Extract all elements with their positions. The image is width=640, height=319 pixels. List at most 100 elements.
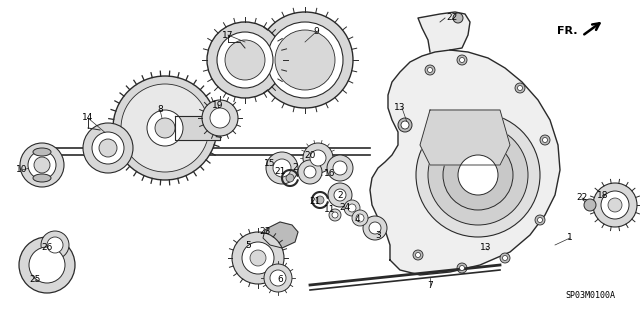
Text: 16: 16: [324, 168, 336, 177]
Circle shape: [543, 137, 547, 143]
Circle shape: [267, 22, 343, 98]
Text: 2: 2: [337, 190, 343, 199]
Circle shape: [303, 143, 333, 173]
Polygon shape: [420, 110, 510, 165]
Circle shape: [369, 222, 381, 234]
Circle shape: [242, 242, 274, 274]
Text: 6: 6: [277, 276, 283, 285]
Circle shape: [328, 183, 352, 207]
Polygon shape: [263, 222, 298, 248]
Circle shape: [298, 160, 322, 184]
Circle shape: [415, 253, 420, 257]
Circle shape: [584, 199, 596, 211]
Text: 2: 2: [292, 164, 298, 173]
Circle shape: [41, 231, 69, 259]
Circle shape: [453, 13, 463, 23]
Polygon shape: [175, 116, 220, 140]
Circle shape: [348, 204, 356, 212]
Circle shape: [250, 250, 266, 266]
Text: 4: 4: [354, 216, 360, 225]
Circle shape: [28, 151, 56, 179]
Polygon shape: [175, 116, 220, 140]
Circle shape: [425, 65, 435, 75]
Circle shape: [428, 125, 528, 225]
Text: 25: 25: [29, 276, 41, 285]
Text: 7: 7: [427, 280, 433, 290]
Text: 19: 19: [212, 100, 224, 109]
Circle shape: [257, 12, 353, 108]
Text: 1: 1: [567, 234, 573, 242]
Circle shape: [113, 76, 217, 180]
Circle shape: [207, 22, 283, 98]
Circle shape: [608, 198, 622, 212]
Circle shape: [333, 161, 347, 175]
Circle shape: [147, 110, 183, 146]
Circle shape: [535, 215, 545, 225]
Text: 22: 22: [577, 194, 588, 203]
Circle shape: [316, 196, 324, 204]
Circle shape: [356, 214, 364, 222]
Circle shape: [458, 155, 498, 195]
Circle shape: [217, 32, 273, 88]
Ellipse shape: [33, 148, 51, 156]
Circle shape: [443, 140, 513, 210]
Text: 3: 3: [375, 231, 381, 240]
Text: 26: 26: [42, 243, 52, 253]
Text: 21: 21: [309, 197, 321, 206]
Text: 20: 20: [304, 151, 316, 160]
Circle shape: [270, 270, 286, 286]
Circle shape: [34, 157, 50, 173]
Circle shape: [310, 150, 326, 166]
Circle shape: [401, 121, 409, 129]
Circle shape: [460, 57, 465, 63]
Circle shape: [457, 263, 467, 273]
Circle shape: [47, 237, 63, 253]
Circle shape: [352, 210, 368, 226]
Circle shape: [416, 113, 540, 237]
Circle shape: [593, 183, 637, 227]
Circle shape: [457, 55, 467, 65]
Text: 5: 5: [245, 241, 251, 250]
Circle shape: [334, 189, 346, 201]
Text: SP03M0100A: SP03M0100A: [565, 291, 615, 300]
Circle shape: [99, 139, 117, 157]
Circle shape: [155, 118, 175, 138]
Circle shape: [344, 200, 360, 216]
Text: 23: 23: [259, 227, 271, 236]
Circle shape: [332, 212, 338, 218]
Text: 17: 17: [222, 31, 234, 40]
Circle shape: [413, 250, 423, 260]
Circle shape: [515, 83, 525, 93]
Circle shape: [83, 123, 133, 173]
Circle shape: [329, 209, 341, 221]
Text: 21: 21: [275, 167, 285, 176]
Circle shape: [232, 232, 284, 284]
Circle shape: [121, 84, 209, 172]
Circle shape: [601, 191, 629, 219]
Text: 13: 13: [394, 103, 406, 113]
Circle shape: [500, 253, 510, 263]
Circle shape: [286, 174, 294, 182]
Circle shape: [225, 40, 265, 80]
Circle shape: [202, 100, 238, 136]
Circle shape: [19, 237, 75, 293]
Circle shape: [275, 30, 335, 90]
Circle shape: [540, 135, 550, 145]
Text: FR.: FR.: [557, 26, 577, 36]
Circle shape: [29, 247, 65, 283]
Circle shape: [518, 85, 522, 91]
Circle shape: [398, 118, 412, 132]
Circle shape: [327, 155, 353, 181]
Circle shape: [273, 159, 291, 177]
Text: 9: 9: [313, 27, 319, 36]
Text: 14: 14: [83, 114, 93, 122]
Text: 22: 22: [446, 13, 458, 23]
Text: 15: 15: [264, 159, 276, 167]
Circle shape: [20, 143, 64, 187]
Text: 18: 18: [597, 190, 609, 199]
Circle shape: [428, 68, 433, 72]
Ellipse shape: [33, 174, 51, 182]
Circle shape: [266, 152, 298, 184]
Polygon shape: [418, 12, 470, 52]
Text: 11: 11: [324, 205, 336, 214]
